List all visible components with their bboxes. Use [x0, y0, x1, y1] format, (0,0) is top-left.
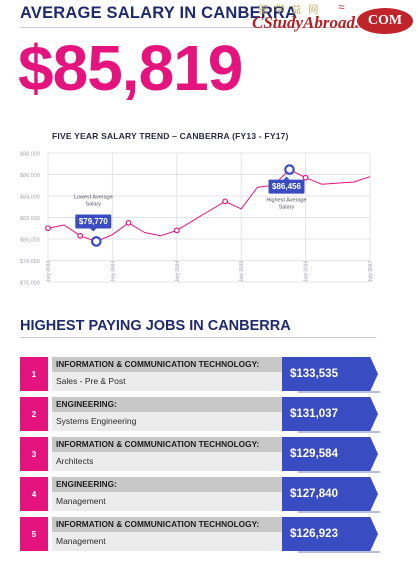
x-tick-label: July 2017 — [368, 260, 374, 282]
job-category: INFORMATION & COMMUNICATION TECHNOLOGY: — [52, 517, 296, 532]
highest-value-label: $86,456 — [272, 182, 301, 191]
lowest-value-badge — [75, 214, 112, 229]
job-rank: 5 — [20, 517, 48, 551]
chart-title: FIVE YEAR SALARY TREND – CANBERRA (FY13 … — [52, 131, 289, 141]
job-category: INFORMATION & COMMUNICATION TECHNOLOGY: — [52, 357, 296, 372]
job-role: Management — [52, 532, 296, 551]
job-row-2: 2 ENGINEERING: Systems Engineering $131,… — [20, 397, 380, 433]
jobs-section-divider — [20, 337, 376, 338]
watermark-brand-text: CStudyAbroad. — [252, 13, 360, 32]
job-category: ENGINEERING: — [52, 477, 296, 492]
jobs-section-title: HIGHEST PAYING JOBS IN CANBERRA — [20, 318, 291, 334]
lowest-caption: Lowest Average — [74, 194, 113, 200]
job-role: Systems Engineering — [52, 412, 296, 431]
job-row-3: 3 INFORMATION & COMMUNICATION TECHNOLOGY… — [20, 437, 380, 473]
job-row-4: 4 ENGINEERING: Management $127,840 — [20, 477, 380, 513]
y-tick-label: $78,000 — [20, 259, 40, 265]
job-role: Management — [52, 492, 296, 511]
salary-trend-line — [47, 169, 371, 242]
job-role: Architects — [52, 452, 296, 471]
job-salary: $129,584 — [282, 437, 378, 471]
lowest-point-marker — [91, 236, 102, 247]
page-title: AVERAGE SALARY IN CANBERRA — [20, 4, 298, 22]
job-salary: $133,535 — [282, 357, 378, 391]
salary-shadow — [298, 471, 380, 473]
y-tick-label: $88,000 — [20, 152, 40, 158]
job-category: INFORMATION & COMMUNICATION TECHNOLOGY: — [52, 437, 296, 452]
salary-shadow — [298, 391, 380, 393]
highest-caption: Highest Average — [266, 198, 306, 204]
job-salary: $127,840 — [282, 477, 378, 511]
watermark-com-badge: COM — [357, 8, 413, 34]
data-point — [173, 227, 180, 234]
highest-point-marker — [284, 164, 295, 175]
job-rank: 3 — [20, 437, 48, 471]
badge-pointer — [90, 228, 97, 232]
highest-value-badge — [268, 179, 305, 194]
salary-shadow — [298, 511, 380, 513]
x-tick-label: July 2012 — [46, 260, 52, 282]
data-point — [125, 219, 132, 226]
x-tick-label: July 2014 — [175, 260, 181, 282]
lowest-caption: Salary — [86, 201, 102, 207]
x-tick-label: July 2016 — [304, 260, 310, 282]
wifi-icon: ≈ — [338, 0, 345, 14]
job-rank: 1 — [20, 357, 48, 391]
x-tick-label: July 2013 — [110, 260, 116, 282]
salary-trend-chart: $88,000 $86,000 $84,000 $82,000 $80,000 $78,0… — [20, 152, 374, 287]
salary-shadow — [298, 431, 380, 433]
data-point — [45, 225, 51, 232]
watermark-logo: 留 学 益 网 ≈ CStudyAbroad. COM — [252, 0, 414, 40]
job-role: Sales - Pre & Post — [52, 372, 296, 391]
watermark-chinese-text: 留 学 益 网 — [258, 5, 321, 16]
data-point — [302, 174, 309, 181]
lowest-value-label: $79,770 — [79, 217, 108, 226]
data-point — [77, 232, 84, 239]
job-row-5: 5 INFORMATION & COMMUNICATION TECHNOLOGY… — [20, 517, 380, 553]
highest-caption: Salary — [279, 205, 295, 211]
job-salary: $126,923 — [282, 517, 378, 551]
title-divider — [20, 27, 376, 28]
job-row-1: 1 INFORMATION & COMMUNICATION TECHNOLOGY… — [20, 357, 380, 393]
job-rank: 2 — [20, 397, 48, 431]
y-tick-label: $84,000 — [20, 195, 40, 201]
y-tick-label: $86,000 — [20, 173, 40, 179]
data-point — [222, 198, 229, 205]
x-tick-label: July 2015 — [239, 260, 245, 282]
job-rank: 4 — [20, 477, 48, 511]
badge-pointer — [283, 176, 290, 180]
y-tick-label: $76,000 — [20, 281, 40, 287]
y-tick-label: $82,000 — [20, 216, 40, 222]
salary-shadow — [298, 551, 380, 553]
job-salary: $131,037 — [282, 397, 378, 431]
average-salary-value: $85,819 — [18, 32, 243, 104]
job-category: ENGINEERING: — [52, 397, 296, 412]
y-tick-label: $80,000 — [20, 238, 40, 244]
